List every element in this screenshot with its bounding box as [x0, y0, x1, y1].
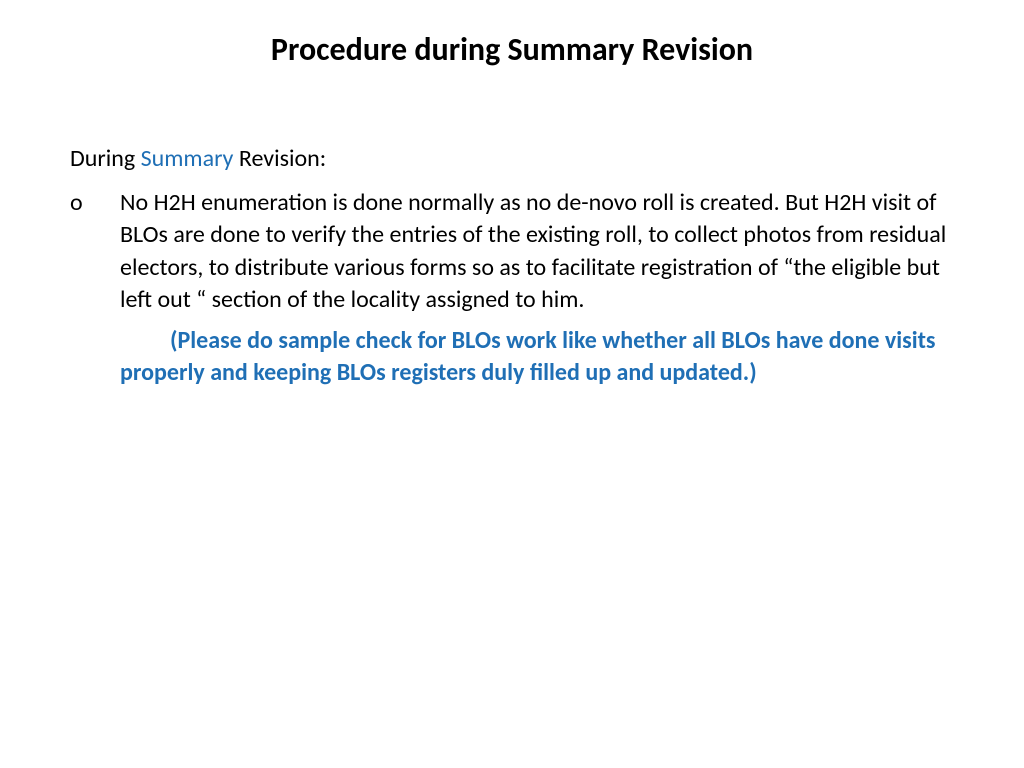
intro-prefix: During — [70, 144, 141, 173]
intro-suffix: Revision: — [233, 144, 326, 173]
bullet-marker: o — [70, 187, 120, 317]
note-text: (Please do sample check for BLOs work li… — [70, 325, 954, 390]
slide-container: Procedure during Summary Revision During… — [0, 0, 1024, 768]
slide-title: Procedure during Summary Revision — [70, 30, 954, 69]
intro-line: During Summary Revision: — [70, 144, 954, 173]
intro-highlight: Summary — [141, 144, 234, 173]
bullet-text: No H2H enumeration is done normally as n… — [120, 187, 954, 317]
bullet-item: o No H2H enumeration is done normally as… — [70, 187, 954, 317]
